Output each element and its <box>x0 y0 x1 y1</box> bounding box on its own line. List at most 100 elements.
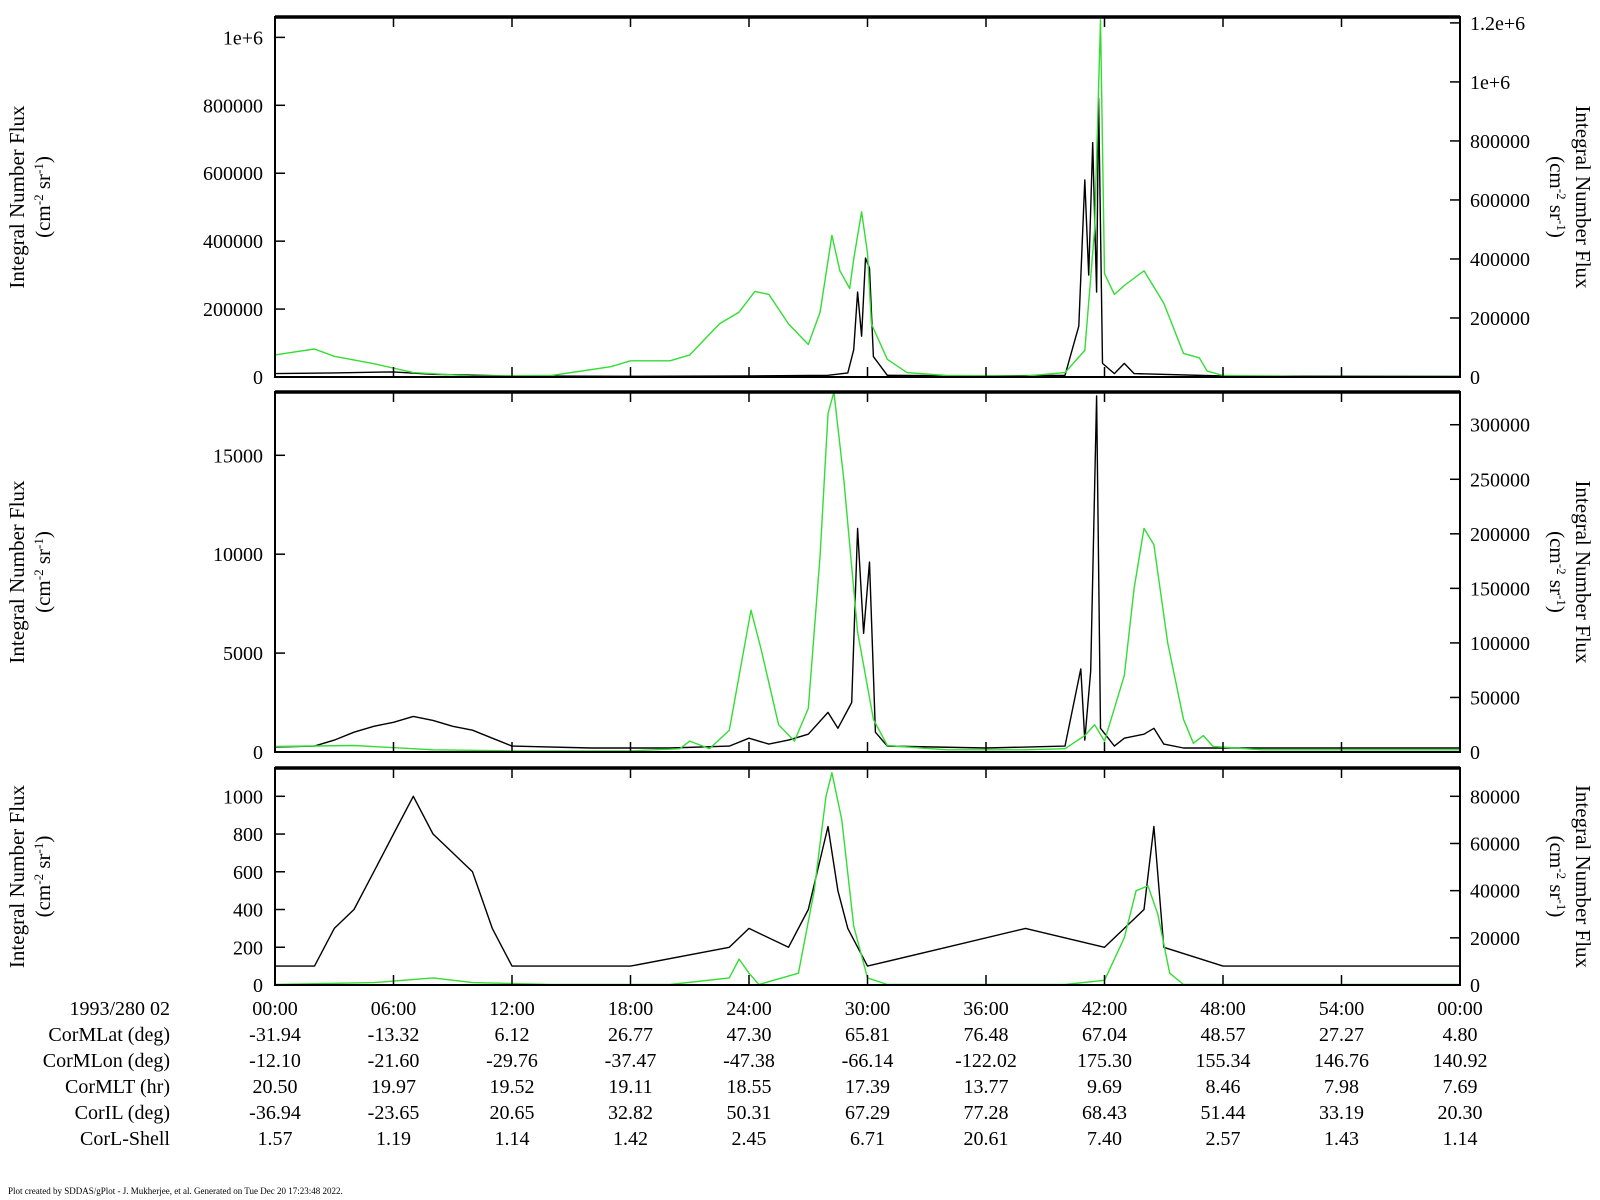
ephemeris-value: 146.76 <box>1314 1050 1369 1072</box>
left-tick-label-bottom: 600 <box>233 862 263 884</box>
plot-frame-middle <box>274 391 1461 753</box>
ephemeris-table: CorMLat (deg) -31.94 -13.32 6.12 26.77 47.30 6… <box>43 1024 1488 1150</box>
ephemeris-value: 1.14 <box>1443 1128 1478 1150</box>
right-tick-label-bottom: 20000 <box>1470 928 1520 950</box>
left-tick-label-middle: 10000 <box>213 544 263 566</box>
left-axis-title-bottom: Integral Number Flux <box>5 784 29 968</box>
x-tick-label: 06:00 <box>371 998 417 1020</box>
right-tick-label-top: 1.2e+6 <box>1470 13 1525 35</box>
x-tick-label: 30:00 <box>845 998 891 1020</box>
right-tick-label-bottom: 0 <box>1470 975 1480 997</box>
x-tick-label: 42:00 <box>1082 998 1128 1020</box>
ephemeris-value: 20.65 <box>490 1102 535 1124</box>
right-tick-label-top: 200000 <box>1470 308 1530 330</box>
ephemeris-value: 26.77 <box>608 1024 653 1046</box>
panel-top: 0 200000 400000 600000 800000 1e+6 0 200000 4000… <box>5 13 1595 389</box>
ephemeris-value: -21.60 <box>368 1050 420 1072</box>
panel-middle: 0500010000150000500001000001500002000002… <box>5 390 1595 764</box>
right-tick-label-middle: 200000 <box>1470 524 1530 546</box>
left-tick-label-middle: 15000 <box>213 445 263 467</box>
ephemeris-value: 2.45 <box>732 1128 767 1150</box>
right-tick-label-bottom: 60000 <box>1470 833 1520 855</box>
plot-footer: Plot created by SDDAS/gPlot - J. Mukherj… <box>8 1186 343 1196</box>
left-tick-label-middle: 0 <box>253 742 263 764</box>
ephemeris-value: 140.92 <box>1433 1050 1488 1072</box>
series-line-middle-black <box>274 395 1460 749</box>
series-line-bottom-black <box>275 795 1460 967</box>
plot-frame-bottom <box>274 767 1461 986</box>
ephemeris-value: 20.30 <box>1438 1102 1483 1124</box>
ephemeris-value: 47.30 <box>727 1024 772 1046</box>
ephemeris-value: 76.48 <box>964 1024 1009 1046</box>
ephemeris-value: 48.57 <box>1201 1024 1246 1046</box>
left-tick-label-bottom: 0 <box>253 975 263 997</box>
ephemeris-value: 7.69 <box>1443 1076 1478 1098</box>
ephemeris-value: 19.52 <box>490 1076 535 1098</box>
right-tick-label-middle: 150000 <box>1470 578 1530 600</box>
ephemeris-value: 20.50 <box>253 1076 298 1098</box>
right-tick-label-middle: 250000 <box>1470 469 1530 491</box>
ephemeris-value: 4.80 <box>1443 1024 1478 1046</box>
ephemeris-value: 13.77 <box>964 1076 1009 1098</box>
right-tick-label-top: 800000 <box>1470 131 1530 153</box>
right-axis-units-bottom: (cm-2 sr-1) <box>1545 836 1570 918</box>
ephemeris-value: 2.57 <box>1206 1128 1241 1150</box>
left-tick-label-bottom: 800 <box>233 824 263 846</box>
ephemeris-value: 1.19 <box>376 1128 411 1150</box>
ephemeris-value: 33.19 <box>1319 1102 1364 1124</box>
left-tick-label-top: 800000 <box>203 95 263 117</box>
ephemeris-value: 17.39 <box>845 1076 890 1098</box>
right-tick-label-middle: 100000 <box>1470 633 1530 655</box>
right-tick-label-bottom: 80000 <box>1470 786 1520 808</box>
left-tick-label-middle: 5000 <box>223 643 263 665</box>
ephemeris-value: -31.94 <box>249 1024 301 1046</box>
left-axis-title-top: Integral Number Flux <box>5 105 29 289</box>
right-tick-label-middle: 300000 <box>1470 415 1530 437</box>
ephemeris-value: 6.12 <box>495 1024 530 1046</box>
ephemeris-value: 67.04 <box>1082 1024 1127 1046</box>
left-tick-label-top: 0 <box>253 367 263 389</box>
ephemeris-value: 1.42 <box>613 1128 648 1150</box>
left-tick-label-top: 1e+6 <box>223 27 263 49</box>
x-tick-label: 24:00 <box>726 998 772 1020</box>
right-axis-units-top: (cm-2 sr-1) <box>1545 156 1570 238</box>
x-tick-label: 36:00 <box>963 998 1009 1020</box>
left-tick-label-top: 200000 <box>203 299 263 321</box>
series-line-bottom-green <box>274 772 1460 986</box>
ephemeris-value: 19.11 <box>608 1076 652 1098</box>
ephemeris-row-label: CorMLon (deg) <box>43 1050 170 1072</box>
ephemeris-value: 155.34 <box>1196 1050 1251 1072</box>
left-axis-title-middle: Integral Number Flux <box>5 480 29 664</box>
ephemeris-value: -122.02 <box>955 1050 1017 1072</box>
ephemeris-row-label: CorMLT (hr) <box>65 1076 170 1098</box>
right-tick-label-top: 600000 <box>1470 190 1530 212</box>
ephemeris-value: 7.40 <box>1087 1128 1122 1150</box>
x-tick-label: 48:00 <box>1200 998 1246 1020</box>
ephemeris-value: 175.30 <box>1077 1050 1132 1072</box>
ephemeris-value: 68.43 <box>1082 1102 1127 1124</box>
ephemeris-value: 1.43 <box>1324 1128 1359 1150</box>
x-tick-label: 54:00 <box>1319 998 1365 1020</box>
x-tick-label: 12:00 <box>489 998 535 1020</box>
ephemeris-value: 77.28 <box>964 1102 1009 1124</box>
right-tick-label-top: 0 <box>1470 367 1480 389</box>
ephemeris-value: 27.27 <box>1319 1024 1364 1046</box>
ephemeris-value: 32.82 <box>608 1102 653 1124</box>
ephemeris-value: -66.14 <box>842 1050 894 1072</box>
right-axis-title-middle: Integral Number Flux <box>1571 480 1595 664</box>
right-tick-label-top: 400000 <box>1470 249 1530 271</box>
x-tick-label: 00:00 <box>1437 998 1483 1020</box>
ephemeris-value: 9.69 <box>1087 1076 1122 1098</box>
ephemeris-value: 50.31 <box>727 1102 772 1124</box>
ephemeris-value: -37.47 <box>605 1050 657 1072</box>
ephemeris-value: -23.65 <box>368 1102 420 1124</box>
ephemeris-value: 1.14 <box>495 1128 530 1150</box>
ephemeris-value: 67.29 <box>845 1102 890 1124</box>
x-axis: 1993/280 02 00:00 06:00 12:00 18:00 24:00 30:0… <box>69 998 1482 1020</box>
x-tick-label: 18:00 <box>608 998 654 1020</box>
ephemeris-value: -13.32 <box>368 1024 420 1046</box>
left-axis-units-middle: (cm-2 sr-1) <box>31 531 56 613</box>
left-tick-label-bottom: 200 <box>233 937 263 959</box>
x-tick-label: 00:00 <box>252 998 298 1020</box>
right-tick-label-bottom: 40000 <box>1470 881 1520 903</box>
